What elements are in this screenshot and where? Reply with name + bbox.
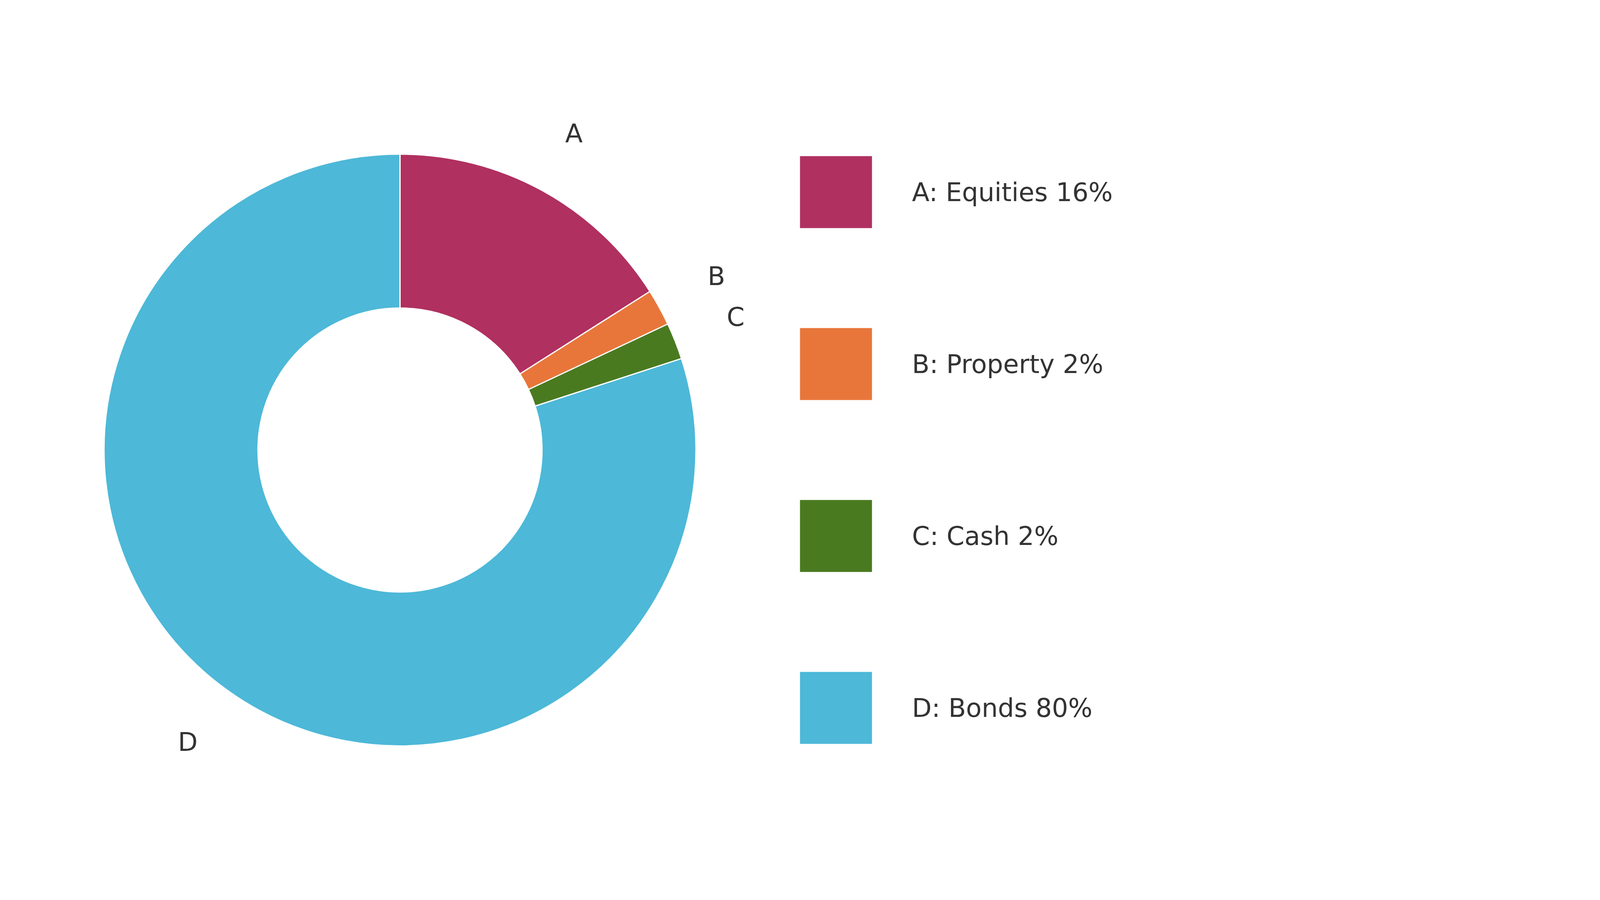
legend-swatch	[800, 500, 873, 573]
legend: A: Equities 16% B: Property 2% C: Cash 2% D…	[800, 156, 1113, 745]
pie	[103, 154, 696, 747]
slice-labels: A BC D	[177, 118, 745, 758]
slice-label: D	[177, 727, 198, 758]
legend-swatch	[800, 156, 873, 229]
legend-label: C: Cash 2%	[912, 521, 1059, 552]
chart: A BC D A: Equities 16% B: Property 2% C: Cash…	[0, 0, 1600, 900]
slice-label: C	[726, 302, 745, 332]
legend-swatch	[800, 328, 873, 401]
legend-label: B: Property 2%	[912, 349, 1104, 380]
legend-label: D: Bonds 80%	[912, 693, 1093, 724]
slice	[103, 154, 696, 747]
slice-label: B	[707, 261, 726, 292]
legend-label: A: Equities 16%	[912, 177, 1113, 208]
slice-label: A	[565, 118, 583, 149]
legend-swatch	[800, 672, 873, 745]
